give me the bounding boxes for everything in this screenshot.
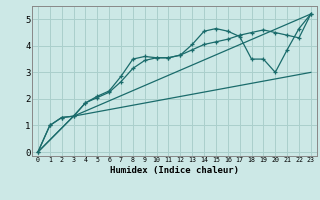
X-axis label: Humidex (Indice chaleur): Humidex (Indice chaleur) — [110, 166, 239, 175]
